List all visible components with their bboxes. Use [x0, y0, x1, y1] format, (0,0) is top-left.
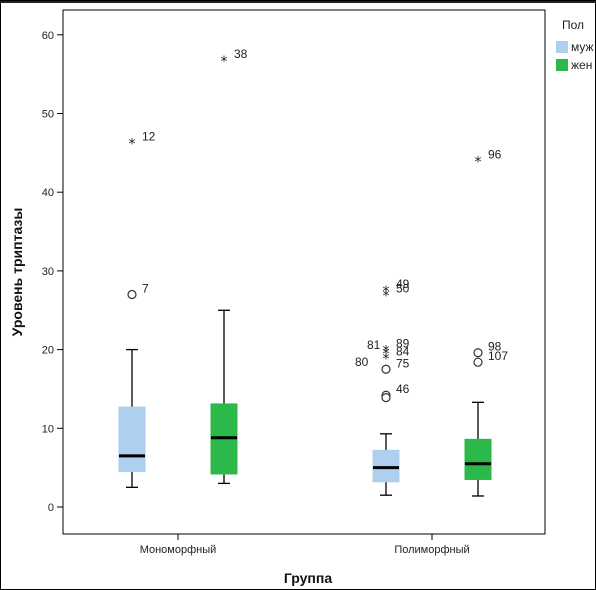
- outlier-star: *: [475, 155, 482, 171]
- x-axis: Мономорфный Полиморфный: [140, 534, 470, 556]
- outlier-circle: [381, 393, 391, 403]
- outlier-circle: [473, 357, 483, 367]
- outlier-circle: [473, 348, 483, 358]
- outlier-label: 84: [396, 344, 410, 358]
- legend-label-female: жен: [571, 58, 592, 72]
- outlier-star: *: [383, 351, 390, 367]
- legend-swatch-male: [556, 41, 568, 53]
- x-axis-title: Группа: [284, 570, 332, 586]
- outlier-label: 96: [488, 148, 502, 162]
- outlier-star: *: [383, 284, 390, 300]
- outlier-label: 49: [396, 277, 410, 291]
- y-tick-label: 0: [48, 502, 54, 514]
- x-tick-label: Мономорфный: [140, 544, 217, 556]
- y-axis-title: Уровень триптазы: [9, 208, 25, 337]
- box-муж-Мономорфный: 7 * 12: [118, 130, 156, 488]
- box-iqr: [118, 406, 146, 473]
- box-жен-Мономорфный: * 38: [210, 47, 248, 485]
- box-iqr: [464, 438, 492, 480]
- legend-label-male: муж: [571, 40, 594, 54]
- outlier-label: 75: [396, 356, 410, 370]
- outlier-star: *: [383, 289, 390, 305]
- y-tick-label: 30: [42, 266, 54, 278]
- outlier-star: *: [383, 344, 390, 360]
- y-axis: 0 10 20 30 40 50 60: [42, 30, 63, 514]
- outlier-label: 107: [488, 349, 508, 363]
- outlier-star: *: [383, 347, 390, 363]
- y-tick-label: 60: [42, 30, 54, 42]
- outlier-label: 7: [142, 282, 149, 296]
- outlier-circle: [127, 289, 137, 300]
- outlier-star: *: [129, 137, 136, 153]
- outlier-label: 38: [234, 47, 248, 61]
- outlier-label: 98: [488, 340, 502, 354]
- outlier-label: 80: [355, 355, 369, 369]
- x-tick-label: Полиморфный: [394, 544, 469, 556]
- y-tick-label: 40: [42, 187, 54, 199]
- outlier-label: 50: [396, 282, 410, 296]
- legend-swatch-female: [556, 59, 568, 71]
- outlier-label: 12: [142, 130, 156, 144]
- box-iqr: [372, 449, 400, 483]
- outlier-label: 89: [396, 337, 410, 351]
- outlier-star: *: [221, 54, 228, 70]
- outlier-label: 46: [396, 382, 410, 396]
- outlier-label: 81: [367, 338, 381, 352]
- y-tick-label: 10: [42, 423, 54, 435]
- legend-title: Пол: [562, 18, 584, 32]
- outlier-circle: [381, 364, 391, 374]
- y-tick-label: 20: [42, 345, 54, 357]
- y-tick-label: 50: [42, 109, 54, 121]
- legend: Пол муж жен: [556, 18, 594, 72]
